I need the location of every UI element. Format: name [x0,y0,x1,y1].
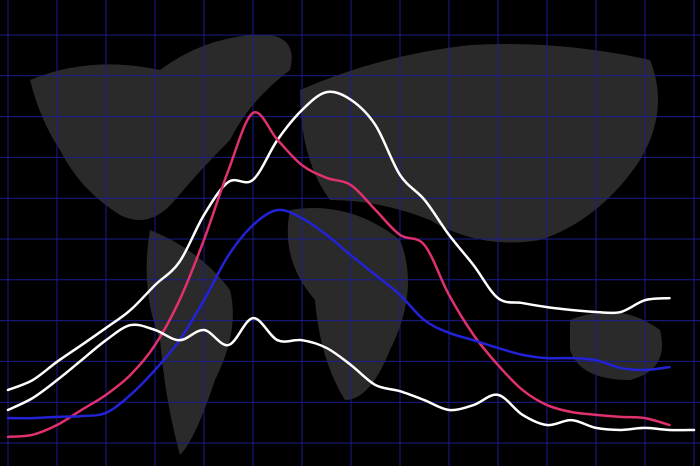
series-line [6,316,696,432]
continent [300,44,658,243]
continent [30,34,292,220]
continent [287,208,408,400]
series-line [6,90,671,392]
series-line [6,208,671,420]
series-line [6,111,671,439]
continent [570,312,662,380]
